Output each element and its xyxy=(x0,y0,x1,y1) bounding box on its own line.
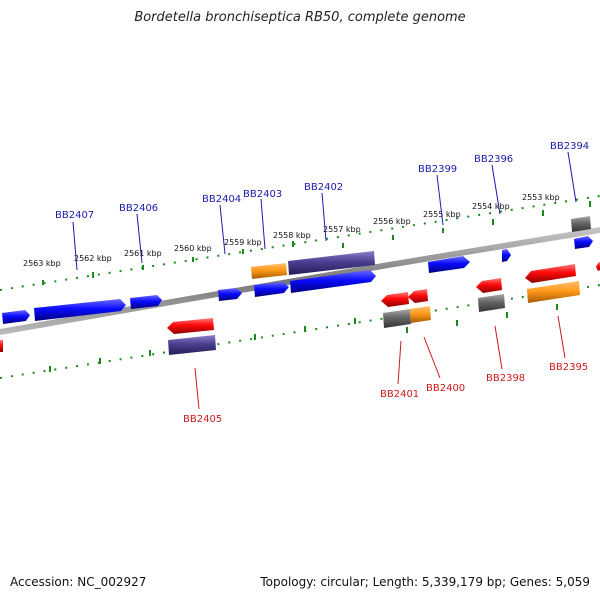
scale-label-2563: 2563 kbp xyxy=(23,259,61,268)
scale-label-2553: 2553 kbp xyxy=(522,193,560,202)
reverse-gene[interactable] xyxy=(476,278,502,293)
grey-feature[interactable] xyxy=(383,309,411,328)
forward-gene[interactable] xyxy=(290,270,376,293)
gene-label-bb2399[interactable]: BB2399 xyxy=(418,164,457,175)
forward-gene[interactable] xyxy=(254,282,289,297)
forward-gene[interactable] xyxy=(34,299,126,321)
accession-label: Accession: NC_002927 xyxy=(10,575,147,589)
gene-label-bb2401[interactable]: BB2401 xyxy=(380,389,419,400)
upper-feature-track xyxy=(251,216,591,279)
scale-label-2561: 2561 kbp xyxy=(124,249,162,258)
scale-label-2556: 2556 kbp xyxy=(373,217,411,226)
gene-label-bb2405[interactable]: BB2405 xyxy=(183,414,222,425)
reverse-gene-track xyxy=(0,262,600,352)
gene-label-bb2398[interactable]: BB2398 xyxy=(486,373,525,384)
scale-label-2560: 2560 kbp xyxy=(174,244,212,253)
lower-feature-track xyxy=(168,281,580,355)
reverse-label-leaders xyxy=(194,315,566,410)
reverse-gene[interactable] xyxy=(381,292,409,307)
forward-gene[interactable] xyxy=(130,295,162,309)
reverse-gene[interactable] xyxy=(525,264,576,283)
gene-label-bb2402[interactable]: BB2402 xyxy=(304,182,343,193)
forward-gene[interactable] xyxy=(218,288,242,301)
forward-label-leaders xyxy=(72,151,577,271)
scale-label-2562: 2562 kbp xyxy=(74,254,112,263)
gene-label-bb2395[interactable]: BB2395 xyxy=(549,362,588,373)
gene-label-bb2407[interactable]: BB2407 xyxy=(55,210,94,221)
gene-label-bb2400[interactable]: BB2400 xyxy=(426,383,465,394)
reverse-gene[interactable] xyxy=(596,262,600,271)
genome-summary: Topology: circular; Length: 5,339,179 bp… xyxy=(260,575,590,589)
reverse-gene[interactable] xyxy=(408,289,428,303)
inner-major-ticks xyxy=(49,304,558,372)
forward-gene[interactable] xyxy=(2,310,30,324)
purple-feature[interactable] xyxy=(288,251,375,275)
outer-major-ticks xyxy=(42,201,591,285)
forward-gene-track xyxy=(2,236,593,324)
orange-feature[interactable] xyxy=(251,263,287,279)
gene-label-bb2403[interactable]: BB2403 xyxy=(243,189,282,200)
map-title: Bordetella bronchiseptica RB50, complete… xyxy=(134,10,466,25)
forward-gene[interactable] xyxy=(428,256,470,273)
grey-feature[interactable] xyxy=(478,294,505,312)
grey-feature[interactable] xyxy=(571,216,591,232)
forward-gene[interactable] xyxy=(502,249,511,262)
scale-label-2558: 2558 kbp xyxy=(273,231,311,240)
gene-label-bb2394[interactable]: BB2394 xyxy=(550,141,589,152)
orange-feature[interactable] xyxy=(527,281,580,303)
orange-feature[interactable] xyxy=(410,306,431,323)
inner-tick-ring xyxy=(0,284,600,379)
scale-label-2559: 2559 kbp xyxy=(224,238,262,247)
gene-label-bb2404[interactable]: BB2404 xyxy=(202,194,241,205)
purple-feature[interactable] xyxy=(168,335,216,355)
gene-label-bb2406[interactable]: BB2406 xyxy=(119,203,158,214)
reverse-gene[interactable] xyxy=(167,318,214,334)
forward-gene[interactable] xyxy=(574,236,593,249)
gene-label-bb2396[interactable]: BB2396 xyxy=(474,154,513,165)
scale-label-2557: 2557 kbp xyxy=(323,225,361,234)
scale-label-2554: 2554 kbp xyxy=(472,202,510,211)
reverse-gene[interactable] xyxy=(0,340,3,352)
